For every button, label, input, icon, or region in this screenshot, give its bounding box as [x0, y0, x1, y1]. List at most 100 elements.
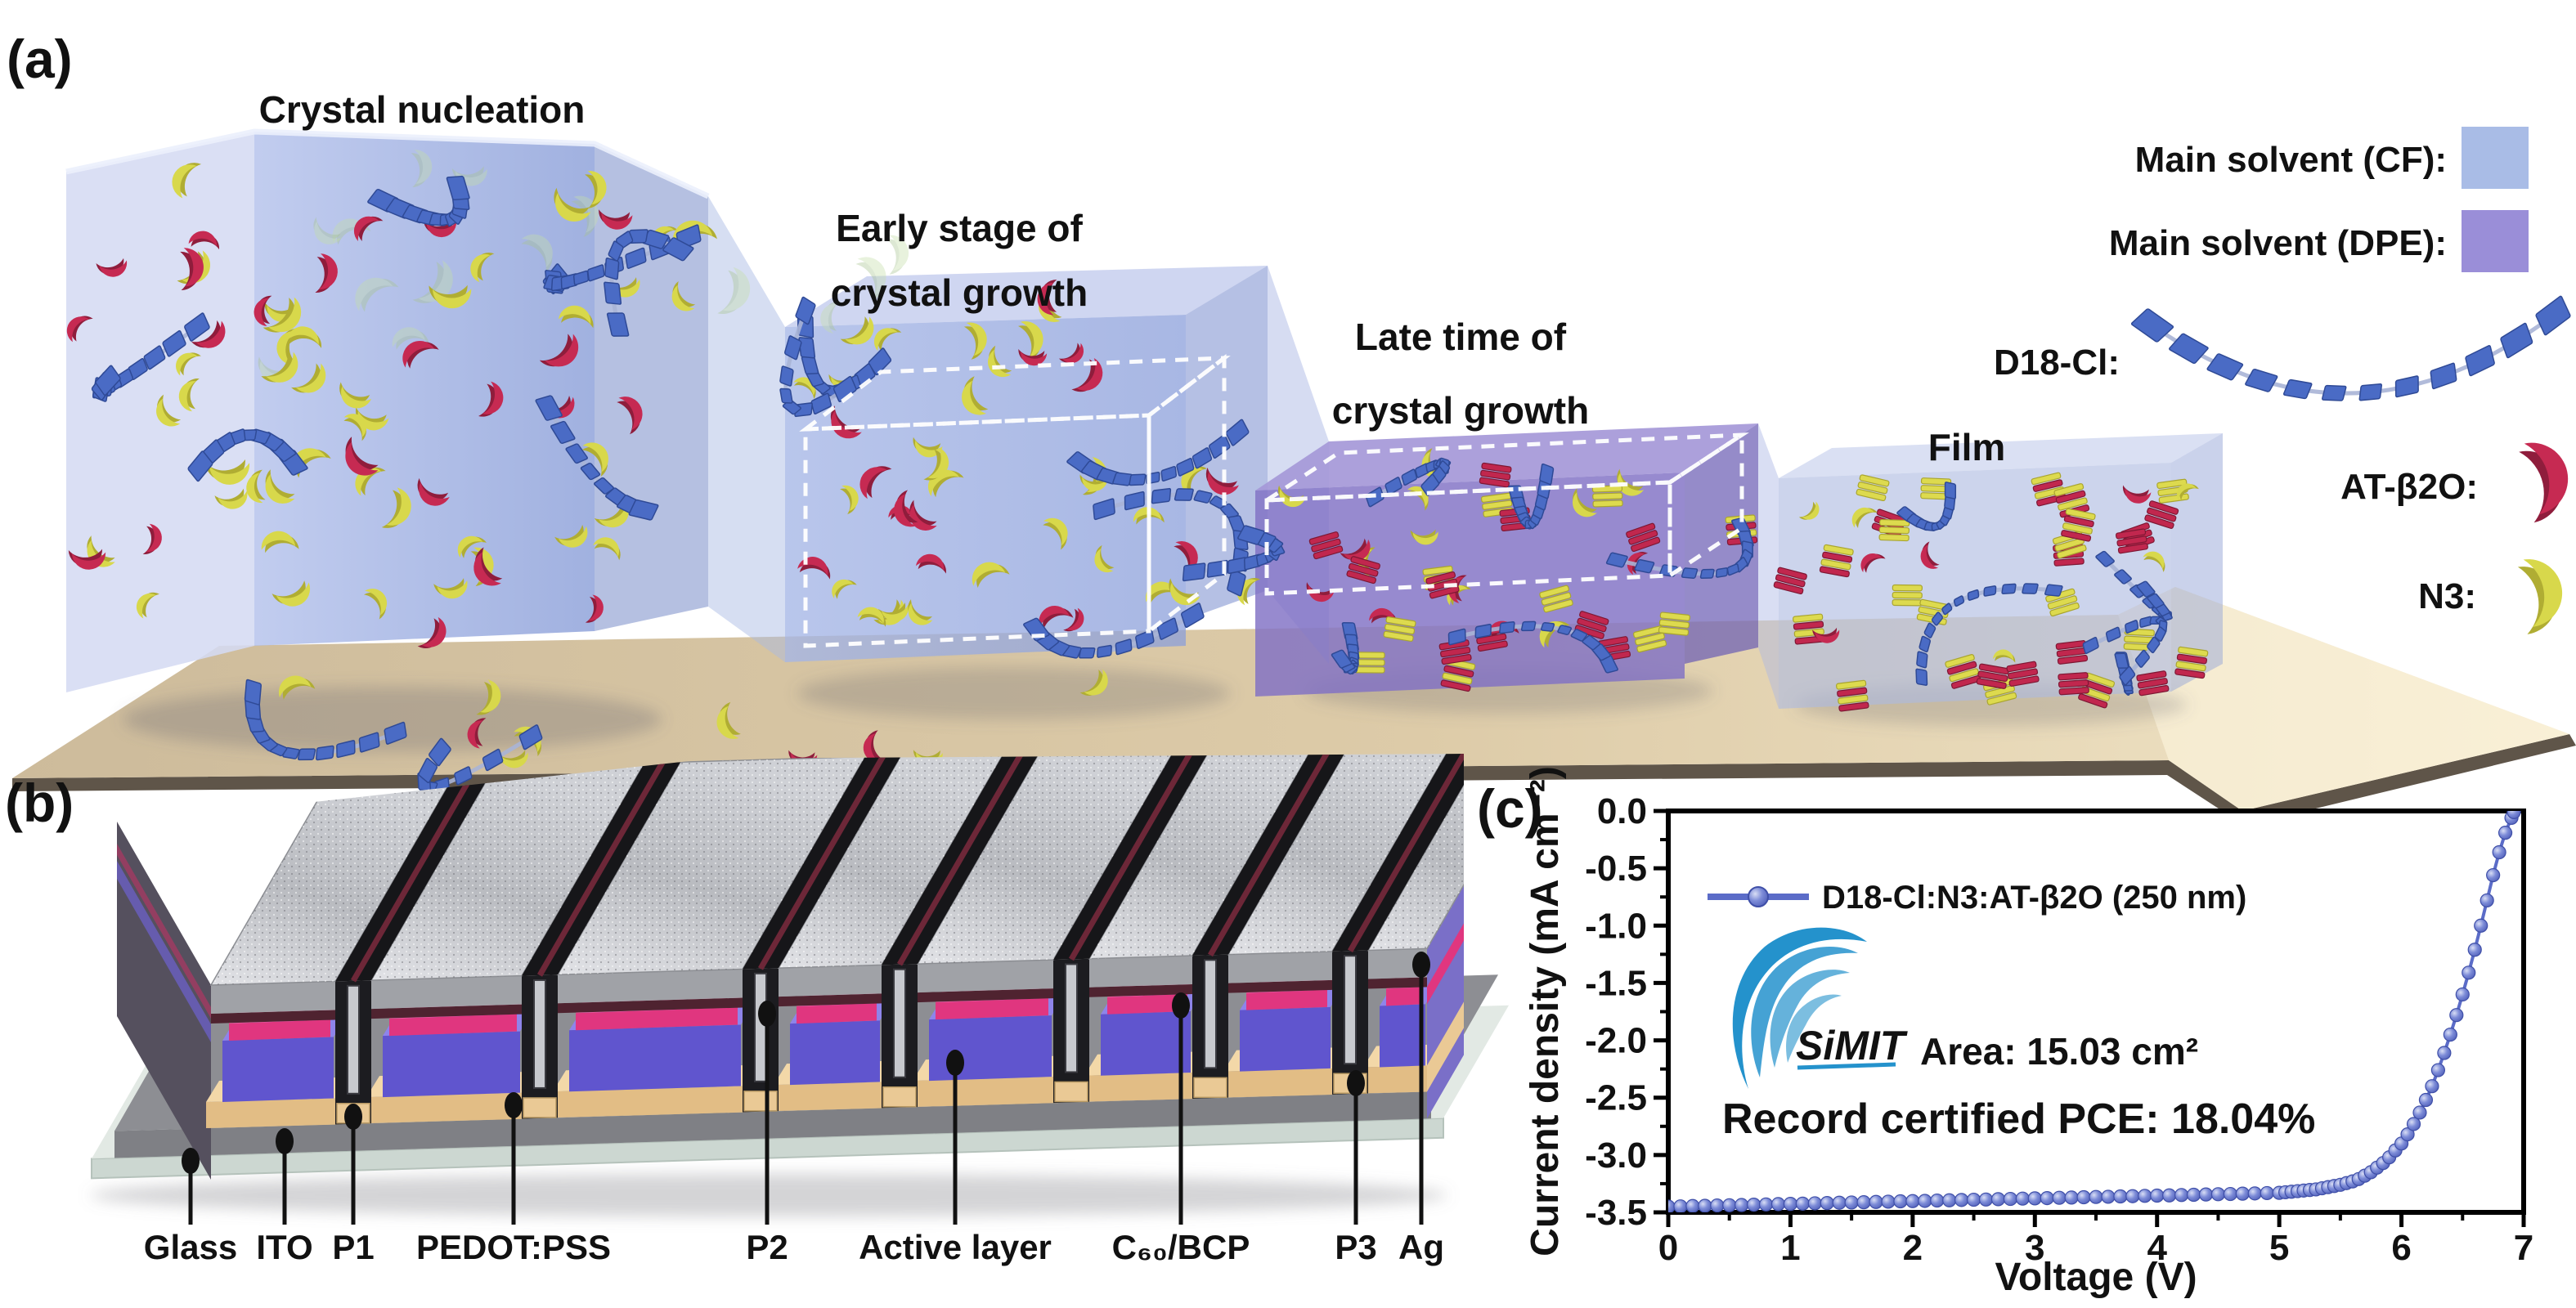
polymer-chain — [1896, 482, 1957, 531]
crescent — [392, 327, 429, 350]
decor — [1160, 465, 1178, 482]
y-axis-label: Current density (mA cm⁻²) — [1524, 766, 1567, 1256]
ag-top-strips — [209, 754, 1464, 986]
active-front — [790, 1020, 880, 1086]
decor — [521, 234, 553, 267]
decor — [1308, 585, 1335, 602]
decor — [2058, 672, 2089, 681]
decor — [2053, 558, 2085, 567]
jv-data-point — [2040, 1191, 2054, 1206]
decor — [1919, 635, 1931, 653]
decor — [95, 365, 121, 396]
jv-data-point — [2101, 1189, 2116, 1204]
crescent — [1133, 507, 1165, 525]
decor — [841, 485, 859, 512]
decor — [2147, 636, 2161, 654]
legend-label-cf: Main solvent (CF): — [2135, 140, 2447, 180]
decor — [1346, 570, 1377, 585]
decor — [1412, 531, 1438, 545]
decor — [1279, 488, 1306, 508]
decor — [1775, 574, 1806, 588]
decor — [2358, 383, 2383, 401]
crescent — [1812, 627, 1840, 643]
decor — [1350, 556, 1380, 570]
decor — [558, 756, 865, 975]
crescent — [972, 562, 1010, 588]
jv-data-point — [1844, 1195, 1859, 1210]
jv-data-point — [2064, 1190, 2079, 1205]
decor — [1427, 1001, 1464, 1092]
decor — [886, 239, 906, 275]
crescent — [859, 466, 892, 499]
decor — [2156, 478, 2188, 490]
decor — [1037, 282, 1054, 316]
jv-data-point — [1832, 1195, 1847, 1210]
groove-silver-upright — [1344, 955, 1357, 1065]
decor — [176, 352, 198, 376]
decor — [355, 277, 393, 311]
decor — [2001, 583, 2017, 594]
decor — [1838, 694, 1869, 705]
decor — [545, 334, 579, 367]
crescent — [1079, 474, 1108, 491]
active-front — [929, 1015, 1052, 1082]
decor — [276, 582, 311, 607]
maroon-line — [1368, 977, 1427, 989]
decor — [779, 754, 1004, 969]
decor — [1793, 613, 1824, 623]
groove-tan-tab — [1193, 1077, 1227, 1099]
decor — [1681, 567, 1699, 579]
crescent — [339, 382, 372, 409]
crescent — [263, 297, 302, 333]
decor — [358, 732, 380, 753]
decor — [2137, 678, 2168, 689]
crescent — [671, 280, 696, 311]
maroon-line — [371, 1004, 522, 1019]
jv-data-point — [2162, 1188, 2177, 1203]
decor — [316, 745, 334, 761]
decor — [1066, 607, 1084, 631]
decor — [2138, 684, 2170, 697]
crescent — [1063, 607, 1084, 632]
decor — [628, 499, 659, 521]
decor — [779, 365, 794, 387]
crescent — [963, 322, 987, 360]
crescent — [877, 602, 909, 622]
decor — [608, 240, 624, 262]
decor — [2031, 472, 2062, 486]
decor — [1879, 518, 1910, 527]
jv-data-point — [1978, 1192, 1994, 1207]
decor — [2117, 543, 2148, 554]
decor — [927, 447, 949, 479]
jv-data-point — [2406, 1117, 2421, 1131]
dashed-boxes — [799, 353, 1749, 648]
decor — [820, 303, 837, 334]
decor — [2125, 620, 2139, 634]
decor — [2082, 636, 2099, 655]
decor — [857, 607, 884, 624]
decor — [571, 200, 597, 237]
crescent — [2519, 442, 2569, 523]
decor — [2176, 653, 2207, 665]
aggregate-stack — [1626, 522, 1661, 553]
decor — [2105, 626, 2121, 643]
crescent — [66, 316, 93, 343]
decor — [2006, 661, 2037, 673]
crescent — [832, 579, 857, 599]
crescent — [2143, 551, 2165, 572]
jv-data-point — [2235, 1186, 2250, 1201]
decor — [1076, 357, 1103, 391]
decor — [1985, 685, 2015, 698]
crescent — [261, 531, 299, 553]
decor — [2125, 488, 2152, 504]
crescent — [1410, 529, 1438, 545]
decor — [1626, 522, 1656, 539]
decor — [2178, 646, 2209, 657]
material-legend: Main solvent (CF): Main solvent (DPE): D… — [1994, 127, 2571, 634]
decor — [1482, 499, 1513, 510]
decor — [1422, 565, 1453, 576]
layer-callout-dots — [182, 952, 1430, 1174]
tan-pedot-front — [553, 1086, 747, 1118]
decor — [521, 239, 553, 273]
decor — [2044, 584, 2063, 597]
